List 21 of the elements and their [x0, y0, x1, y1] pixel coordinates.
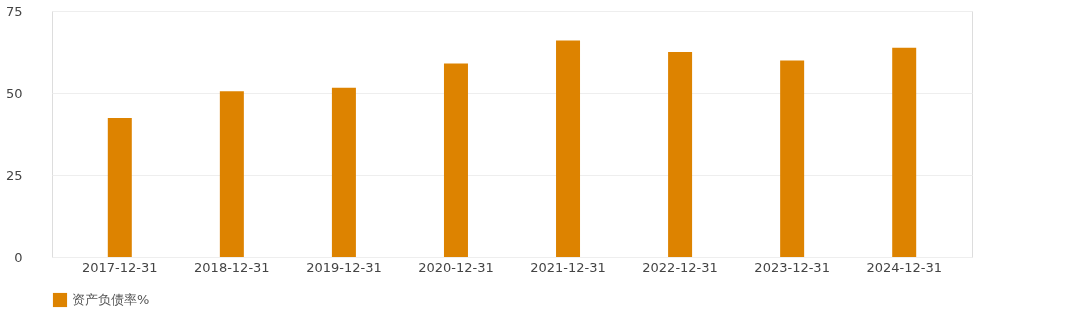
bar [443, 63, 468, 257]
y-tick-label: 25 [5, 167, 23, 183]
x-tick-label: 2024-12-31 [866, 259, 942, 275]
x-tick-label: 2018-12-31 [194, 259, 270, 275]
x-tick-label: 2020-12-31 [418, 259, 494, 275]
bar [780, 60, 805, 257]
bar [556, 40, 581, 257]
x-tick-label: 2023-12-31 [754, 259, 830, 275]
x-tick-label: 2022-12-31 [642, 259, 718, 275]
x-tick-label: 2019-12-31 [306, 259, 382, 275]
bar [219, 91, 244, 257]
y-tick-label: 0 [14, 249, 23, 265]
bar [331, 87, 356, 257]
bar [668, 52, 693, 257]
x-tick-label: 2017-12-31 [82, 259, 158, 275]
y-tick-label: 50 [5, 85, 23, 101]
y-tick-label: 75 [5, 3, 23, 19]
legend-label: 资产负债率% [72, 292, 150, 307]
bar [107, 117, 132, 257]
bar [892, 47, 917, 257]
x-tick-label: 2021-12-31 [530, 259, 606, 275]
